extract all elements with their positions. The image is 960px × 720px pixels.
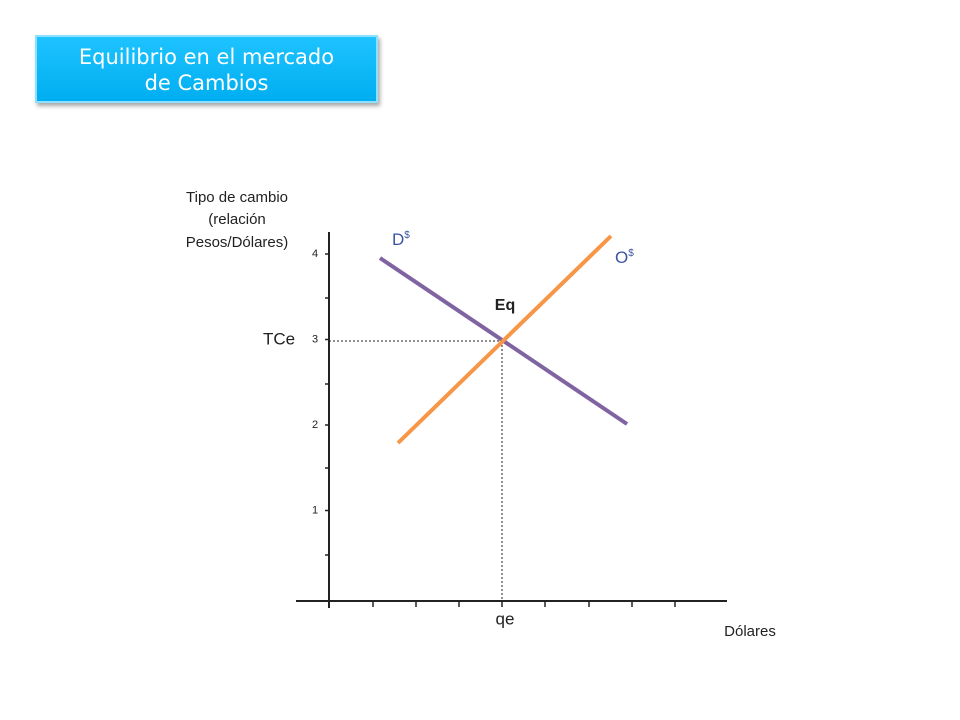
supply-curve xyxy=(396,234,613,445)
y-tick-label: 1 xyxy=(312,504,318,516)
title-line: Equilibrio en el mercado xyxy=(78,45,335,69)
demand-label: D$ xyxy=(392,230,410,250)
x-axis-label: Dólares xyxy=(724,623,776,640)
y-tick-label: 3 xyxy=(312,333,318,345)
minor-ticks xyxy=(325,297,676,607)
title-line: de Cambios xyxy=(144,71,269,95)
price-label: TCe xyxy=(263,329,295,348)
y-tick-label: 2 xyxy=(312,419,318,431)
title-box: Equilibrio en el mercado de Cambios xyxy=(35,35,378,103)
equilibrium-label: Eq xyxy=(495,297,515,314)
y-axis-label: Pesos/Dólares) xyxy=(186,234,289,251)
quantity-label: qe xyxy=(496,609,515,628)
y-axis-label: (relación xyxy=(208,211,266,228)
supply-label: O$ xyxy=(615,248,634,268)
y-axis-label: Tipo de cambio xyxy=(186,189,288,206)
y-tick-label: 4 xyxy=(312,248,318,260)
